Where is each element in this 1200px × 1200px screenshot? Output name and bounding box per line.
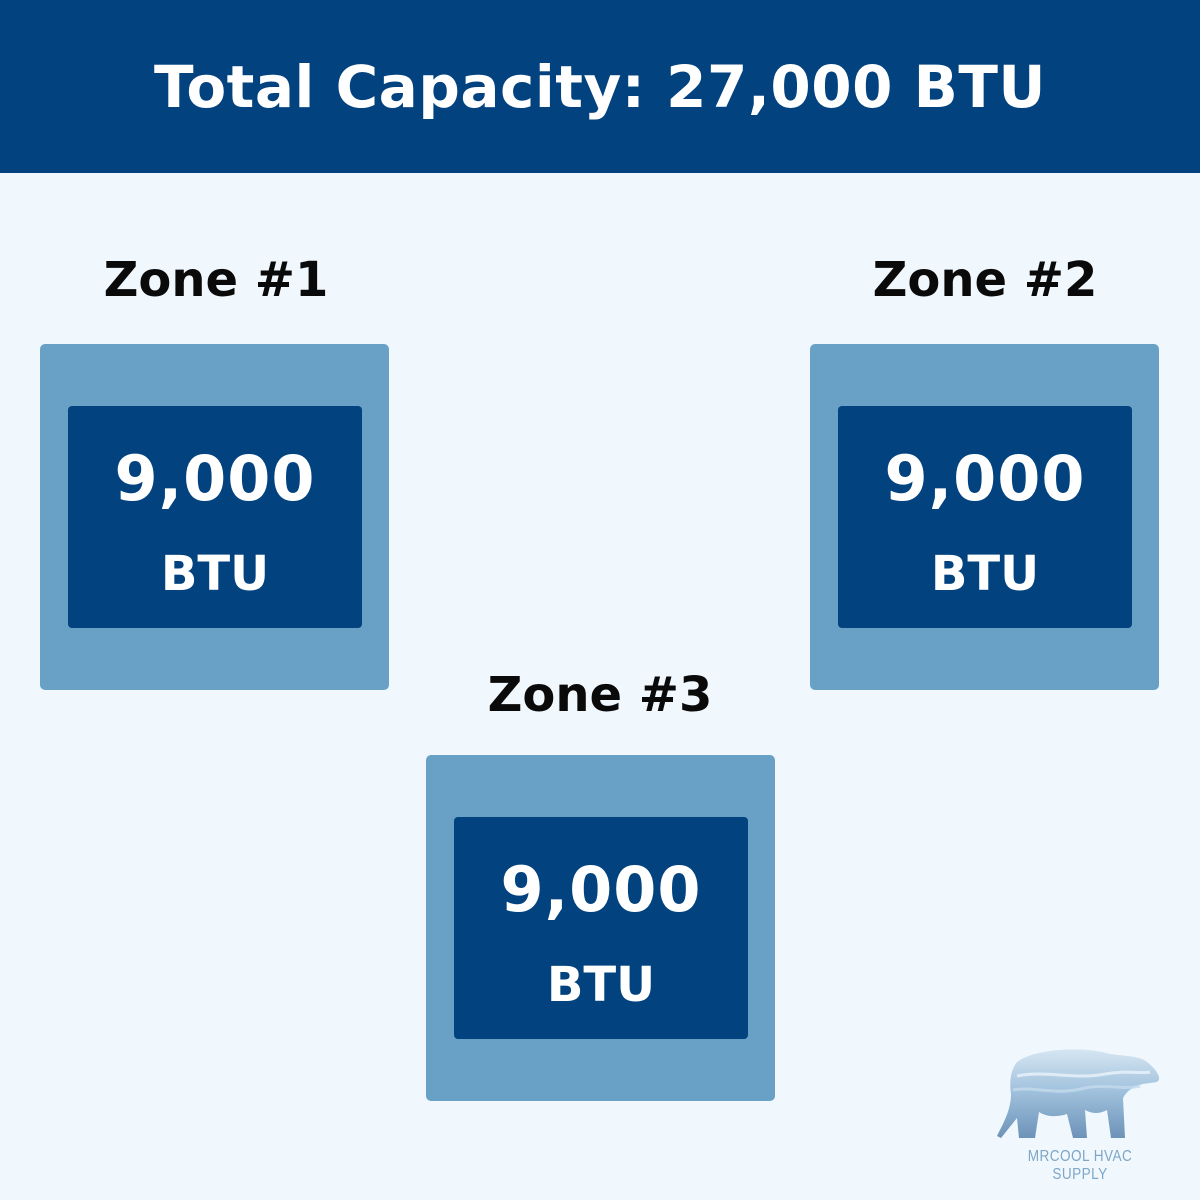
header-banner: Total Capacity: 27,000 BTU (0, 0, 1200, 173)
zone-1-unit: BTU (160, 546, 270, 602)
zone-1-value: 9,000 (114, 442, 316, 515)
total-capacity-title: Total Capacity: 27,000 BTU (153, 52, 1047, 121)
polar-bear-icon (997, 1049, 1160, 1138)
zone-1-capacity-box: 9,000 BTU (68, 406, 362, 628)
logo-text: MRCOOL HVAC SUPPLY (1027, 1148, 1133, 1183)
zone-3-capacity-box: 9,000 BTU (454, 817, 748, 1039)
zone-3-unit: BTU (546, 957, 656, 1013)
zone-3-label: Zone #3 (487, 667, 713, 723)
zone-1-card: 9,000 BTU (40, 344, 389, 690)
zone-3-card: 9,000 BTU (426, 755, 775, 1101)
zone-1-label: Zone #1 (103, 252, 329, 308)
zone-2-unit: BTU (930, 546, 1040, 602)
zone-3-value: 9,000 (500, 853, 702, 926)
zone-2-card: 9,000 BTU (810, 344, 1159, 690)
zone-2-value: 9,000 (884, 442, 1086, 515)
zone-2-capacity-box: 9,000 BTU (838, 406, 1132, 628)
zone-2-label: Zone #2 (872, 252, 1098, 308)
mrcool-logo: MRCOOL HVAC SUPPLY (995, 1040, 1165, 1183)
